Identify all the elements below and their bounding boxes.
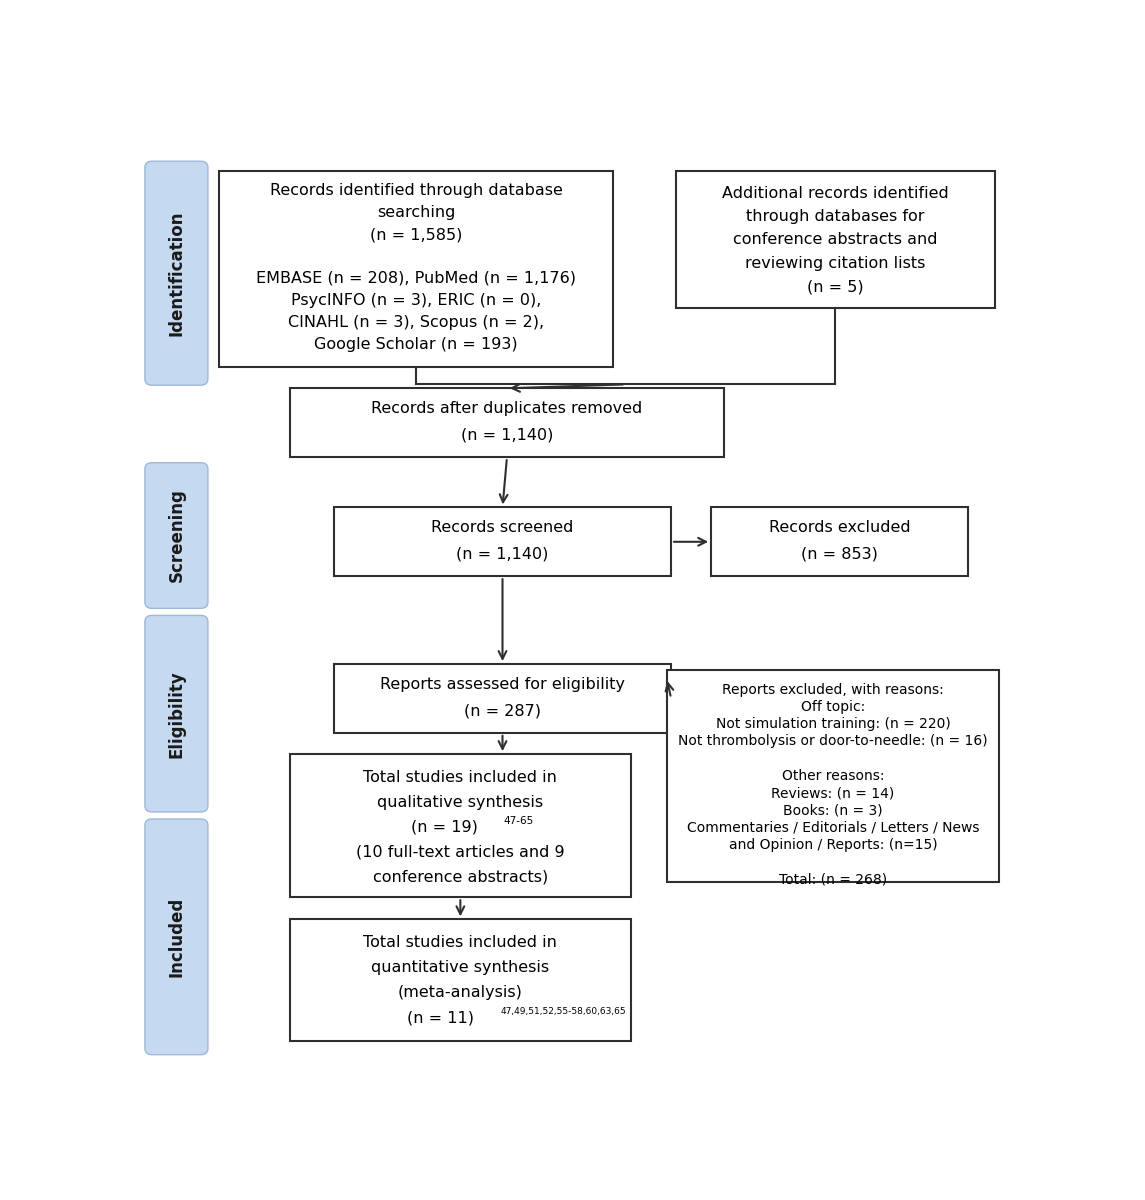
Text: conference abstracts): conference abstracts)	[373, 870, 548, 884]
Text: Not thrombolysis or door-to-needle: (n = 16): Not thrombolysis or door-to-needle: (n =…	[678, 734, 988, 749]
Text: (n = 19): (n = 19)	[411, 820, 477, 835]
Text: (n = 1,585): (n = 1,585)	[370, 227, 463, 242]
Bar	[334, 664, 671, 733]
Bar	[290, 389, 725, 457]
Text: Reports excluded, with reasons:: Reports excluded, with reasons:	[722, 683, 943, 697]
Text: (n = 1,140): (n = 1,140)	[460, 427, 553, 443]
Text: (meta-analysis): (meta-analysis)	[398, 985, 523, 1000]
Text: 47,49,51,52,55-58,60,63,65: 47,49,51,52,55-58,60,63,65	[500, 1007, 626, 1016]
Text: (n = 11): (n = 11)	[408, 1010, 474, 1025]
Text: Included: Included	[167, 896, 185, 977]
Text: Reviews: (n = 14): Reviews: (n = 14)	[772, 786, 894, 800]
Text: EMBASE (n = 208), PubMed (n = 1,176): EMBASE (n = 208), PubMed (n = 1,176)	[256, 271, 576, 286]
Text: searching: searching	[377, 205, 456, 220]
Text: Screening: Screening	[167, 488, 185, 582]
Text: Books: (n = 3): Books: (n = 3)	[783, 803, 883, 817]
Bar	[666, 671, 1000, 882]
FancyBboxPatch shape	[145, 818, 208, 1055]
Text: Eligibility: Eligibility	[167, 670, 185, 757]
Text: qualitative synthesis: qualitative synthesis	[378, 794, 544, 810]
Text: Google Scholar (n = 193): Google Scholar (n = 193)	[314, 337, 518, 352]
Text: Commentaries / Editorials / Letters / News: Commentaries / Editorials / Letters / Ne…	[687, 821, 979, 834]
Text: Total studies included in: Total studies included in	[363, 935, 558, 950]
Text: (n = 1,140): (n = 1,140)	[457, 547, 548, 562]
Text: Total studies included in: Total studies included in	[363, 769, 558, 785]
FancyBboxPatch shape	[145, 161, 208, 385]
Text: and Opinion / Reports: (n=15): and Opinion / Reports: (n=15)	[728, 838, 938, 852]
Bar	[334, 508, 671, 576]
Text: through databases for: through databases for	[747, 209, 924, 224]
FancyBboxPatch shape	[145, 463, 208, 608]
Bar	[711, 508, 969, 576]
Text: PsycINFO (n = 3), ERIC (n = 0),: PsycINFO (n = 3), ERIC (n = 0),	[291, 293, 542, 307]
Bar	[676, 172, 995, 308]
Bar	[290, 919, 631, 1040]
Text: Off topic:: Off topic:	[802, 700, 866, 714]
Text: Reports assessed for eligibility: Reports assessed for eligibility	[380, 677, 625, 692]
Text: Other reasons:: Other reasons:	[782, 769, 884, 782]
Text: Additional records identified: Additional records identified	[721, 186, 949, 200]
Text: (n = 853): (n = 853)	[802, 547, 878, 562]
Text: conference abstracts and: conference abstracts and	[733, 233, 938, 247]
Text: Records excluded: Records excluded	[769, 520, 910, 535]
Text: (10 full-text articles and 9: (10 full-text articles and 9	[356, 845, 564, 860]
Bar	[219, 172, 614, 367]
Text: quantitative synthesis: quantitative synthesis	[371, 960, 550, 974]
Text: Identification: Identification	[167, 210, 185, 336]
Text: Not simulation training: (n = 220): Not simulation training: (n = 220)	[716, 718, 950, 731]
Text: CINAHL (n = 3), Scopus (n = 2),: CINAHL (n = 3), Scopus (n = 2),	[287, 314, 544, 330]
Text: reviewing citation lists: reviewing citation lists	[745, 256, 925, 271]
Text: Records identified through database: Records identified through database	[269, 184, 562, 198]
Text: (n = 287): (n = 287)	[464, 703, 540, 719]
Text: Total: (n = 268): Total: (n = 268)	[779, 872, 887, 887]
Text: (n = 5): (n = 5)	[807, 280, 863, 294]
Bar	[290, 754, 631, 898]
Text: Records after duplicates removed: Records after duplicates removed	[371, 401, 642, 416]
Text: 47-65: 47-65	[503, 816, 534, 826]
Text: Records screened: Records screened	[432, 520, 574, 535]
FancyBboxPatch shape	[145, 616, 208, 812]
